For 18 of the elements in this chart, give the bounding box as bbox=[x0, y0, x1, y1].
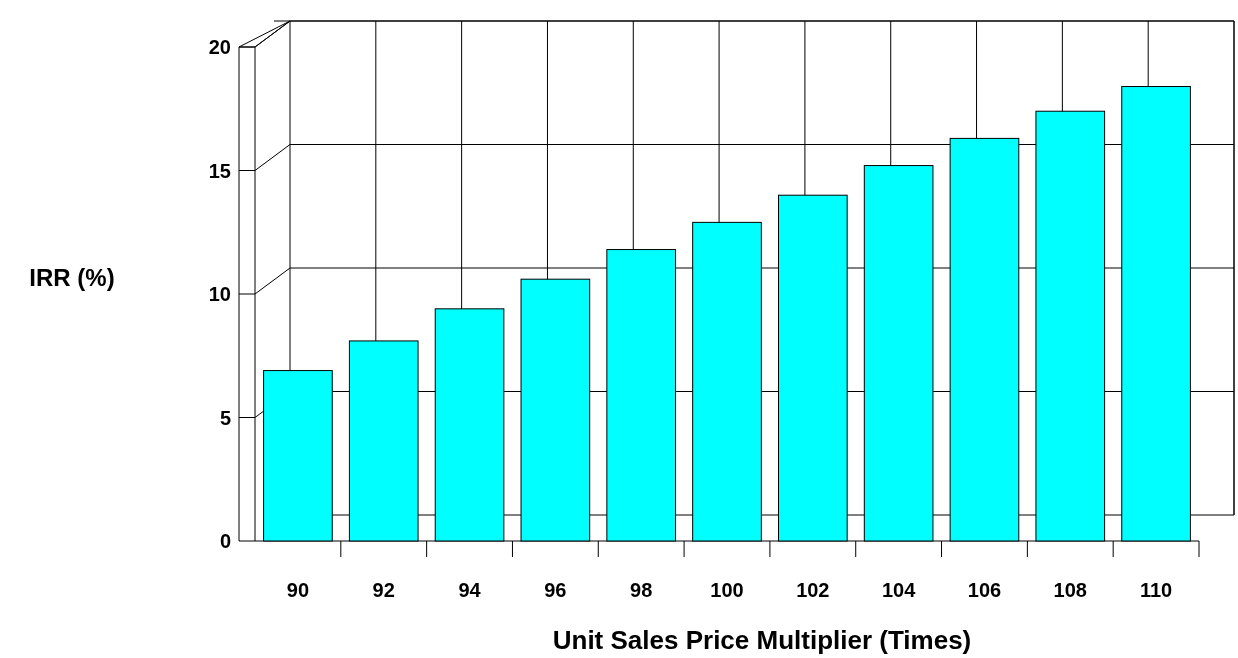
x-tick-label: 98 bbox=[630, 579, 653, 601]
y-tick-label: 15 bbox=[208, 159, 231, 182]
x-axis-title: Unit Sales Price Multiplier (Times) bbox=[552, 625, 972, 655]
x-tick-label: 102 bbox=[796, 579, 830, 601]
x-tick-label: 94 bbox=[458, 579, 482, 601]
y-axis-title: IRR (%) bbox=[29, 263, 115, 291]
y-tick-label: 5 bbox=[219, 406, 231, 429]
x-tick-label: 106 bbox=[967, 579, 1002, 601]
y-tick-label: 20 bbox=[208, 36, 231, 58]
x-tick-label: 110 bbox=[1139, 579, 1173, 601]
x-tick-label: 104 bbox=[881, 579, 917, 601]
y-tick-label: 10 bbox=[208, 283, 231, 305]
x-tick-label: 90 bbox=[286, 579, 310, 601]
x-tick-label: 96 bbox=[544, 579, 567, 601]
x-tick-label: 92 bbox=[372, 579, 395, 601]
y-tick-label: 0 bbox=[219, 530, 231, 552]
x-tick-label: 108 bbox=[1053, 579, 1087, 601]
x-tick-label: 100 bbox=[710, 579, 744, 601]
